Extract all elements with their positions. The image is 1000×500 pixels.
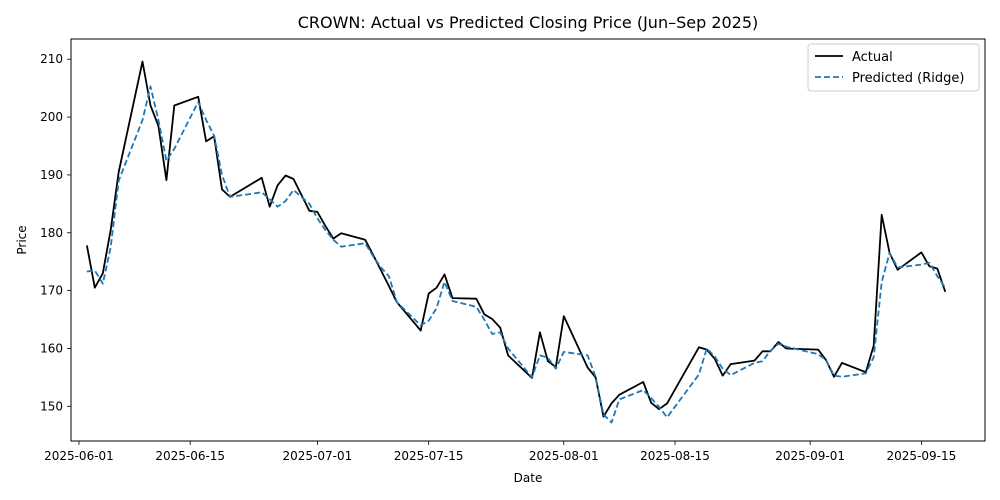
x-tick-label: 2025-07-15 <box>394 449 464 463</box>
y-tick-label: 190 <box>40 168 63 182</box>
x-tick-label: 2025-09-01 <box>775 449 845 463</box>
legend: Actual Predicted (Ridge) <box>807 43 980 92</box>
x-tick-label: 2025-08-01 <box>529 449 599 463</box>
y-tick-label: 150 <box>40 399 63 413</box>
y-tick-label: 200 <box>40 110 63 124</box>
legend-predicted-label: Predicted (Ridge) <box>852 71 964 86</box>
legend-actual-label: Actual <box>852 50 893 65</box>
y-tick-label: 170 <box>40 284 63 298</box>
x-tick-label: 2025-07-01 <box>283 449 353 463</box>
y-axis: 150 160 170 180 190 200 210 <box>40 52 71 413</box>
y-tick-label: 180 <box>40 226 63 240</box>
y-tick-label: 210 <box>40 52 63 66</box>
plot-frame <box>70 38 986 442</box>
x-tick-label: 2025-08-15 <box>640 449 710 463</box>
chart-title: CROWN: Actual vs Predicted Closing Price… <box>298 13 759 32</box>
x-axis-label: Date <box>514 471 543 485</box>
legend-box <box>807 43 980 92</box>
plot-area <box>86 60 947 424</box>
x-tick-label: 2025-06-01 <box>44 449 114 463</box>
y-axis-label: Price <box>15 225 29 254</box>
x-axis: 2025-06-01 2025-06-15 2025-07-01 2025-07-15… <box>44 441 956 463</box>
y-tick-label: 160 <box>40 341 63 355</box>
series-line-predicted <box>86 85 947 424</box>
x-tick-label: 2025-06-15 <box>155 449 225 463</box>
x-tick-label: 2025-09-15 <box>887 449 957 463</box>
